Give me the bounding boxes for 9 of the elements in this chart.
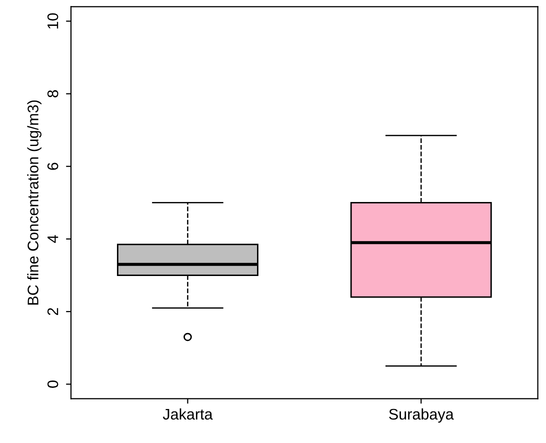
y-tick-label: 4: [48, 235, 58, 243]
y-tick-label: 0: [47, 380, 58, 388]
y-tick-label: 10: [47, 13, 58, 28]
y-tick-label: 2: [47, 308, 58, 316]
x-tick-label: Surabaya: [389, 408, 454, 423]
y-tick-label: 6: [47, 162, 58, 170]
x-tick-label: Jakarta: [162, 408, 213, 420]
y-tick-label: 8: [47, 90, 58, 98]
y-axis-title: BC fine Concentration (ug/m3): [27, 100, 42, 305]
